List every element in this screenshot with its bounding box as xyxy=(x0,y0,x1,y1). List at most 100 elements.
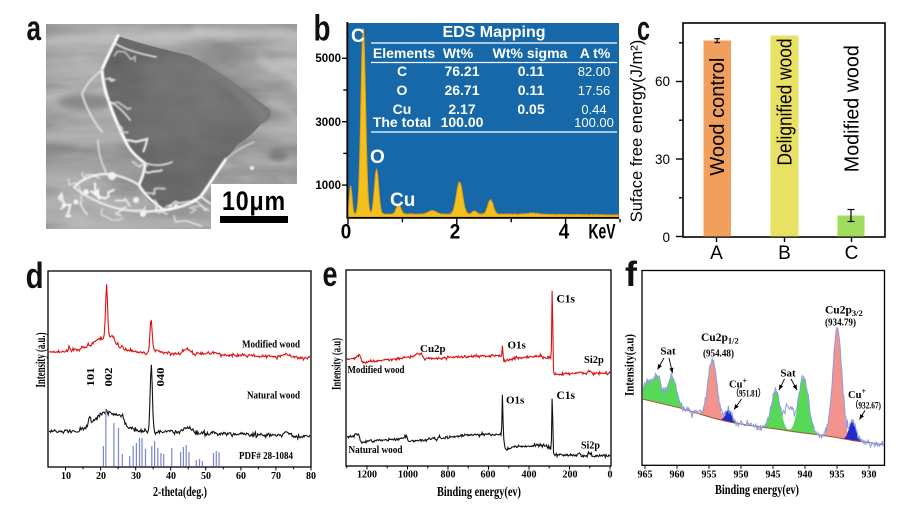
svg-text:O: O xyxy=(370,147,385,168)
svg-text:930: 930 xyxy=(862,470,877,481)
svg-text:100.00: 100.00 xyxy=(441,114,484,130)
svg-text:200: 200 xyxy=(563,470,578,481)
svg-text:Natural wood: Natural wood xyxy=(247,391,300,402)
svg-text:a: a xyxy=(27,9,42,48)
svg-text:40: 40 xyxy=(166,471,176,482)
svg-text:17.56: 17.56 xyxy=(578,83,611,98)
svg-text:955: 955 xyxy=(702,470,717,481)
svg-text:PDF# 28-1084: PDF# 28-1084 xyxy=(239,451,294,462)
svg-text:10: 10 xyxy=(61,471,71,482)
svg-text:Sat: Sat xyxy=(780,368,796,380)
svg-text:100.00: 100.00 xyxy=(574,115,614,130)
svg-text:Si2p: Si2p xyxy=(584,355,604,366)
svg-text:Intensity(a.u): Intensity(a.u) xyxy=(623,334,637,396)
svg-text:80: 80 xyxy=(306,471,316,482)
svg-text:Cu2p: Cu2p xyxy=(420,343,446,355)
svg-text:800: 800 xyxy=(441,470,456,481)
svg-text:60: 60 xyxy=(236,471,246,482)
svg-text:(954.48): (954.48) xyxy=(703,348,734,359)
svg-text:(934.79): (934.79) xyxy=(825,318,856,329)
svg-text:400: 400 xyxy=(522,470,537,481)
svg-text:935: 935 xyxy=(830,470,845,481)
svg-text:30: 30 xyxy=(131,471,141,482)
svg-text:Sat: Sat xyxy=(660,346,676,358)
svg-text:1000: 1000 xyxy=(315,180,341,192)
svg-text:Cu2p3/2: Cu2p3/2 xyxy=(825,305,863,319)
svg-text:A t%: A t% xyxy=(580,45,611,61)
svg-text:Cu+: Cu+ xyxy=(729,377,747,391)
svg-text:0.05: 0.05 xyxy=(517,101,544,117)
svg-text:0: 0 xyxy=(608,470,613,481)
svg-text:Cu: Cu xyxy=(390,190,415,211)
svg-text:0.44: 0.44 xyxy=(581,102,606,117)
svg-text:30: 30 xyxy=(655,152,670,167)
svg-text:EDS Mapping: EDS Mapping xyxy=(442,24,545,41)
svg-text:Natural wood: Natural wood xyxy=(349,445,403,456)
svg-text:002: 002 xyxy=(104,368,115,387)
svg-text:600: 600 xyxy=(481,470,496,481)
svg-text:945: 945 xyxy=(766,470,781,481)
svg-text:040: 040 xyxy=(156,368,167,387)
svg-text:10μm: 10μm xyxy=(222,186,286,216)
svg-text:Wt% sigma: Wt% sigma xyxy=(493,45,568,61)
svg-text:C: C xyxy=(845,243,859,264)
svg-text:1000: 1000 xyxy=(398,470,418,481)
svg-text:Cu: Cu xyxy=(393,101,412,117)
svg-text:Wt%: Wt% xyxy=(443,45,474,61)
svg-text:50: 50 xyxy=(201,471,211,482)
svg-text:2.17: 2.17 xyxy=(448,101,475,117)
svg-text:950: 950 xyxy=(734,470,749,481)
svg-text:Si2p: Si2p xyxy=(581,441,600,452)
svg-text:Binding energy(ev): Binding energy(ev) xyxy=(437,485,521,500)
svg-text:b: b xyxy=(314,8,331,49)
svg-text:Modified wood: Modified wood xyxy=(242,340,300,351)
svg-text:Suface free energy(J/m²): Suface free energy(J/m²) xyxy=(628,40,646,222)
svg-text:960: 960 xyxy=(670,470,685,481)
svg-text:3000: 3000 xyxy=(315,117,341,129)
svg-text:4: 4 xyxy=(559,221,570,244)
svg-text:76.21: 76.21 xyxy=(444,63,479,79)
svg-text:5000: 5000 xyxy=(315,53,341,65)
svg-text:c: c xyxy=(637,10,650,48)
svg-text:A: A xyxy=(710,243,723,264)
svg-text:965: 965 xyxy=(638,470,653,481)
svg-text:O: O xyxy=(397,82,408,98)
svg-text:940: 940 xyxy=(798,470,813,481)
svg-text:O1s: O1s xyxy=(508,340,527,352)
svg-text:60: 60 xyxy=(655,74,670,89)
svg-text:Delignified wood: Delignified wood xyxy=(775,39,797,166)
svg-text:C: C xyxy=(397,63,407,79)
svg-text:26.71: 26.71 xyxy=(444,82,479,98)
svg-text:C: C xyxy=(351,26,365,47)
svg-text:（932.67): （932.67) xyxy=(851,400,881,412)
svg-text:Cu+: Cu+ xyxy=(848,387,866,401)
svg-text:Modified wood: Modified wood xyxy=(842,45,864,172)
svg-text:2-theta(deg.): 2-theta(deg.) xyxy=(153,484,207,499)
svg-text:1200: 1200 xyxy=(357,470,377,481)
svg-text:f: f xyxy=(625,255,637,294)
svg-text:0.11: 0.11 xyxy=(518,63,545,79)
svg-text:Modified wood: Modified wood xyxy=(348,365,405,376)
svg-text:d: d xyxy=(26,255,44,296)
svg-text:Intensity (a.u.): Intensity (a.u.) xyxy=(33,333,48,388)
svg-text:Wood control: Wood control xyxy=(707,58,729,176)
svg-text:The total: The total xyxy=(373,114,431,130)
svg-text:e: e xyxy=(323,255,338,294)
svg-text:（951.81）: （951.81） xyxy=(732,388,765,400)
svg-text:20: 20 xyxy=(96,471,106,482)
svg-text:KeV: KeV xyxy=(589,221,616,244)
svg-text:O1s: O1s xyxy=(506,395,525,407)
svg-text:Intensity (a.u): Intensity (a.u) xyxy=(329,338,344,390)
svg-text:Binding energy(ev): Binding energy(ev) xyxy=(715,483,799,498)
svg-text:82.00: 82.00 xyxy=(578,64,611,79)
svg-text:Elements: Elements xyxy=(373,45,435,61)
svg-text:0.11: 0.11 xyxy=(518,82,545,98)
svg-text:70: 70 xyxy=(271,471,281,482)
svg-text:2: 2 xyxy=(450,221,461,244)
svg-text:C1s: C1s xyxy=(557,294,576,306)
svg-text:101: 101 xyxy=(86,368,97,387)
svg-text:C1s: C1s xyxy=(557,390,576,402)
svg-text:0: 0 xyxy=(341,221,352,244)
svg-text:0: 0 xyxy=(662,230,670,245)
svg-text:Cu2p1/2: Cu2p1/2 xyxy=(701,332,739,346)
